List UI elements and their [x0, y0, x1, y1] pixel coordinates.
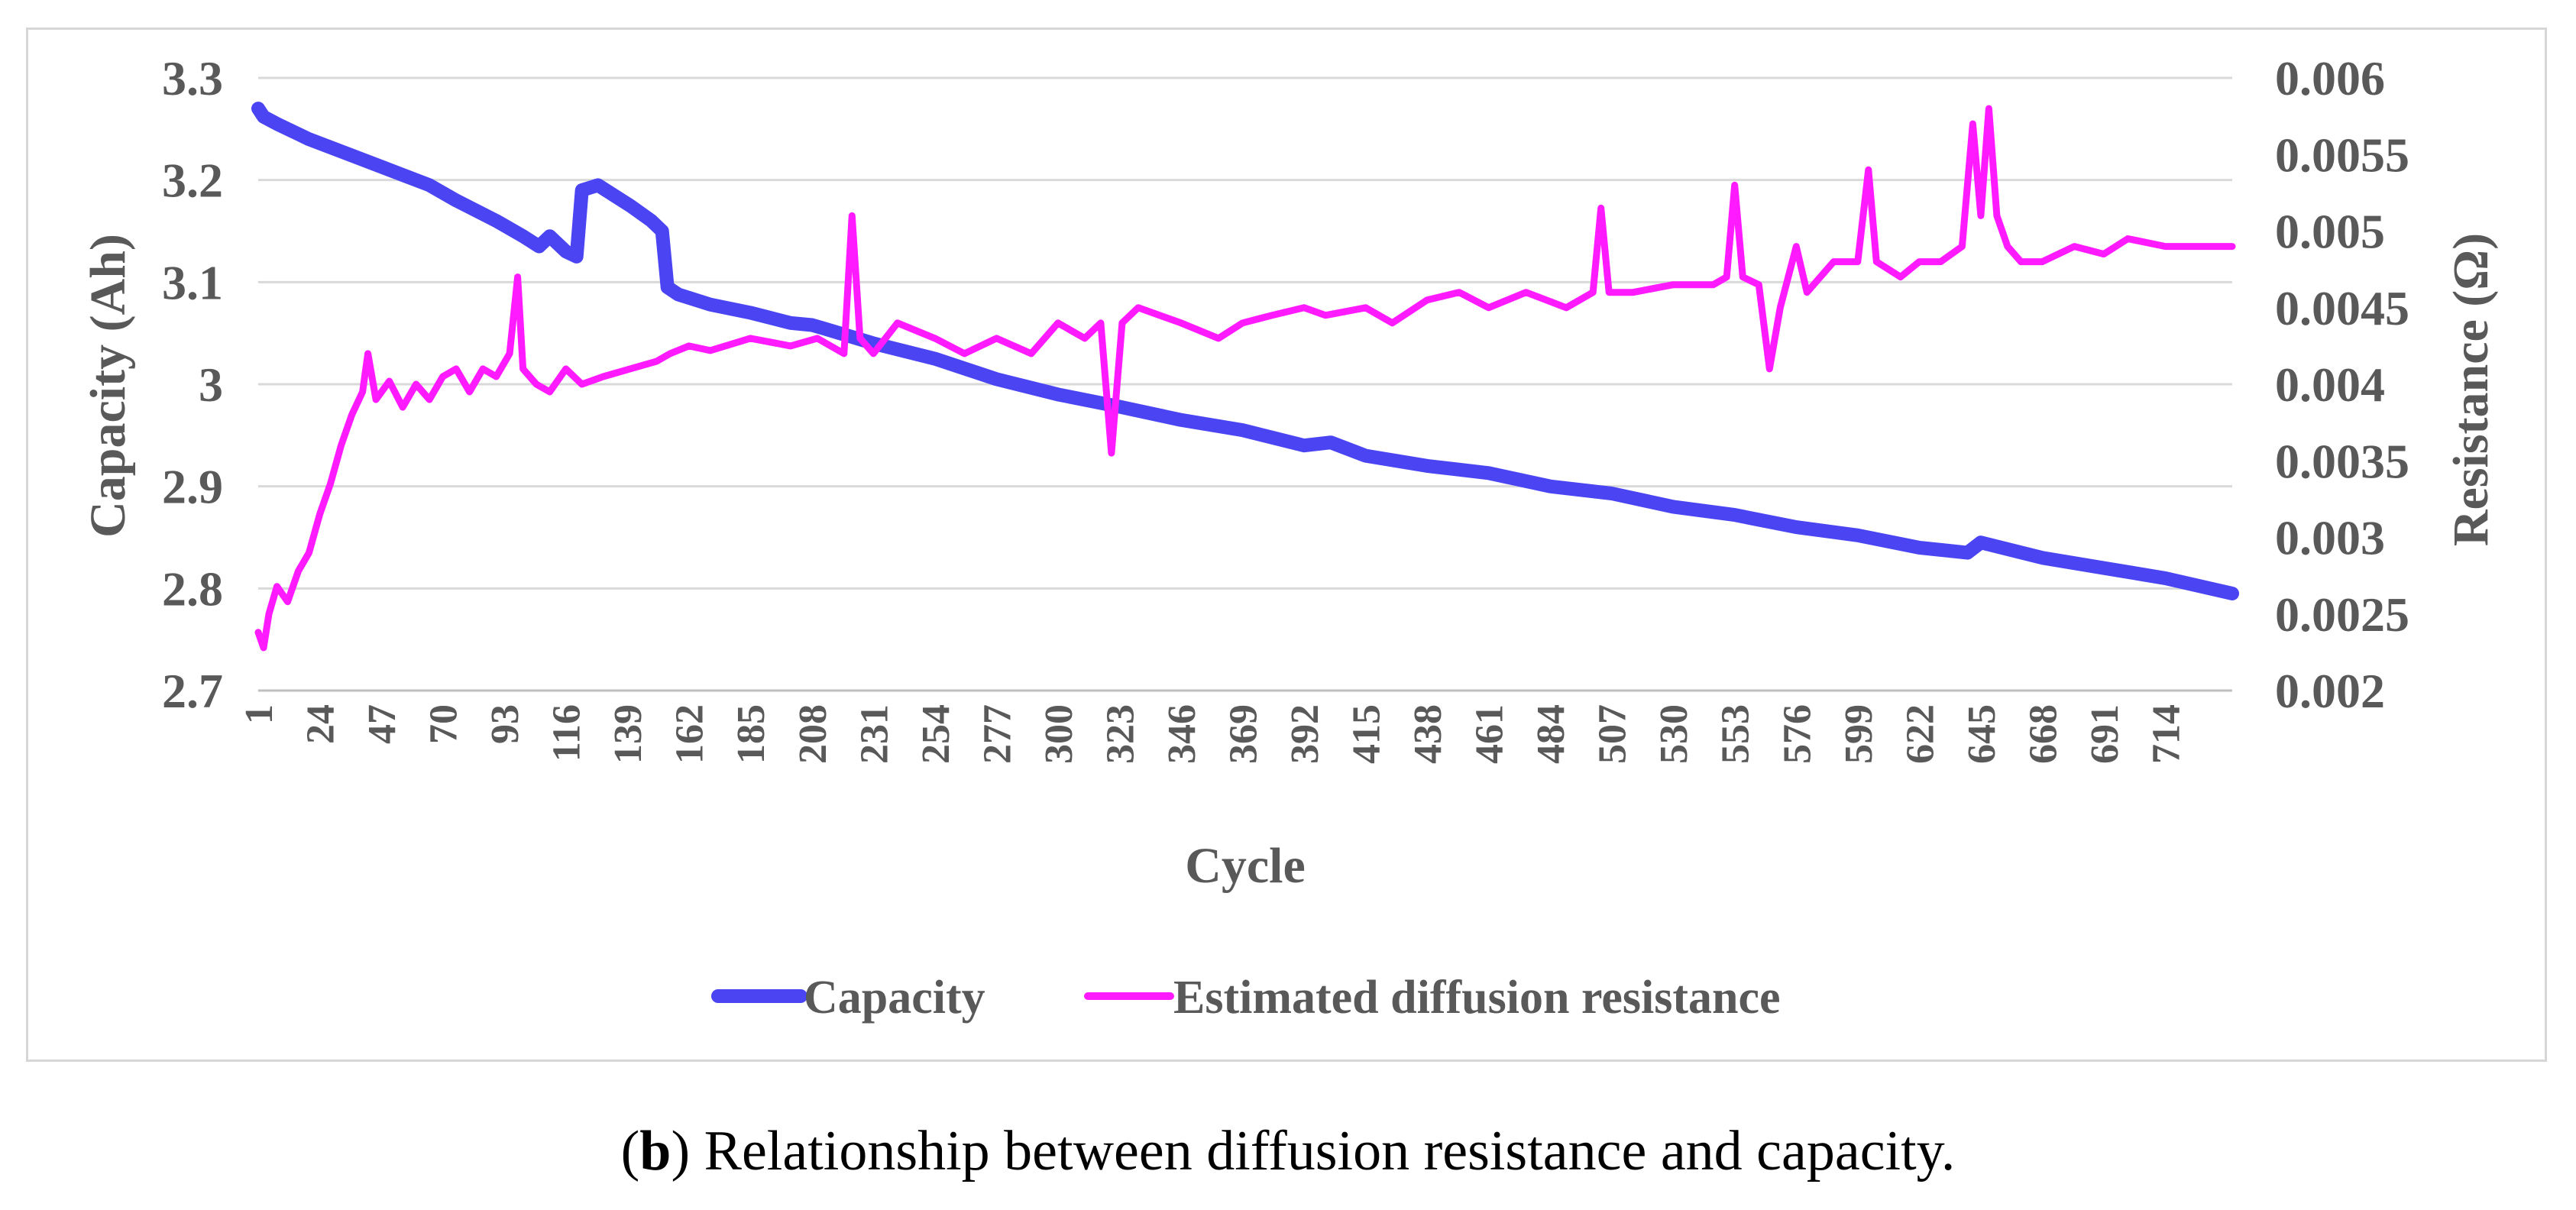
- x-tick-label: 392: [1283, 704, 1327, 764]
- y-right-tick-label: 0.003: [2275, 511, 2385, 565]
- y-right-tick-label: 0.006: [2275, 51, 2385, 105]
- y-right-tick-label: 0.0055: [2275, 128, 2409, 182]
- series-line-capacity: [251, 102, 2239, 600]
- x-tick-label: 438: [1406, 704, 1450, 764]
- legend: Capacity Estimated diffusion resistance: [711, 972, 1781, 1024]
- x-tick-label: 553: [1714, 704, 1758, 764]
- caption-label: b: [639, 1120, 672, 1182]
- x-tick-label: 231: [853, 704, 896, 764]
- axes: 3.3 3.2 3.1 3 2.9 2.8 2.7 0.006 0.0055 0.005 0.004…: [162, 51, 2409, 764]
- y-tick-label: 3.3: [162, 51, 223, 105]
- y-tick-label: 2.7: [162, 664, 223, 718]
- y-right-tick-label: 0.0035: [2275, 434, 2409, 488]
- y-tick-label: 3.2: [162, 154, 223, 208]
- y-tick-label: 3.1: [162, 255, 223, 309]
- x-tick-label: 714: [2144, 704, 2188, 764]
- x-tick-label: 162: [668, 704, 712, 764]
- x-tick-label: 300: [1037, 704, 1081, 764]
- y-tick-label: 2.8: [162, 561, 223, 616]
- series-line-diffusion-resistance: [254, 105, 2236, 652]
- figure-caption: (b) Relationship between diffusion resis…: [620, 1120, 1956, 1182]
- y-right-tick-label: 0.002: [2275, 664, 2385, 718]
- x-tick-label: 369: [1222, 704, 1265, 764]
- x-tick-label: 346: [1160, 704, 1204, 764]
- x-tick-label: 530: [1652, 704, 1696, 764]
- x-tick-label: 93: [484, 704, 527, 744]
- x-tick-label: 185: [730, 704, 773, 764]
- x-tick-label: 208: [791, 704, 835, 764]
- y-right-tick-label: 0.0025: [2275, 587, 2409, 642]
- x-tick-label: 461: [1468, 704, 1512, 764]
- y-axis-right-title: Resistance (Ω): [2443, 233, 2499, 546]
- x-tick-label: 24: [299, 704, 343, 744]
- x-tick-label: 599: [1837, 704, 1881, 764]
- x-tick-label: 668: [2021, 704, 2065, 764]
- x-tick-label: 323: [1099, 704, 1142, 764]
- x-tick-label: 70: [422, 704, 466, 744]
- y-right-tick-label: 0.0045: [2275, 281, 2409, 335]
- y-right-tick-label: 0.005: [2275, 205, 2385, 259]
- x-axis-title: Cycle: [1185, 838, 1306, 894]
- x-tick-label: 1: [238, 704, 281, 724]
- legend-label-capacity: Capacity: [804, 972, 985, 1024]
- x-tick-label: 645: [1960, 704, 2004, 764]
- series-lines: [251, 102, 2239, 652]
- y-right-tick-label: 0.004: [2275, 358, 2385, 412]
- x-tick-label: 691: [2083, 704, 2127, 764]
- x-tick-label: 507: [1591, 704, 1635, 764]
- x-tick-label: 622: [1898, 704, 1942, 764]
- chart: 3.3 3.2 3.1 3 2.9 2.8 2.7 0.006 0.0055 0.005 0.004…: [80, 51, 2499, 1024]
- x-tick-label: 139: [607, 704, 650, 764]
- x-tick-label: 116: [545, 704, 589, 762]
- y-tick-label: 2.9: [162, 460, 223, 514]
- caption-text: ) Relationship between diffusion resista…: [671, 1120, 1956, 1182]
- x-tick-label: 47: [361, 704, 404, 744]
- y-tick-label: 3: [199, 358, 223, 412]
- legend-label-diffusion-resistance: Estimated diffusion resistance: [1173, 972, 1781, 1024]
- x-tick-label: 254: [914, 704, 958, 764]
- x-tick-label: 277: [976, 704, 1019, 764]
- x-tick-label: 484: [1529, 704, 1573, 764]
- y-axis-title: Capacity (Ah): [80, 234, 136, 538]
- x-tick-label: 415: [1345, 704, 1389, 764]
- x-tick-label: 576: [1775, 704, 1819, 764]
